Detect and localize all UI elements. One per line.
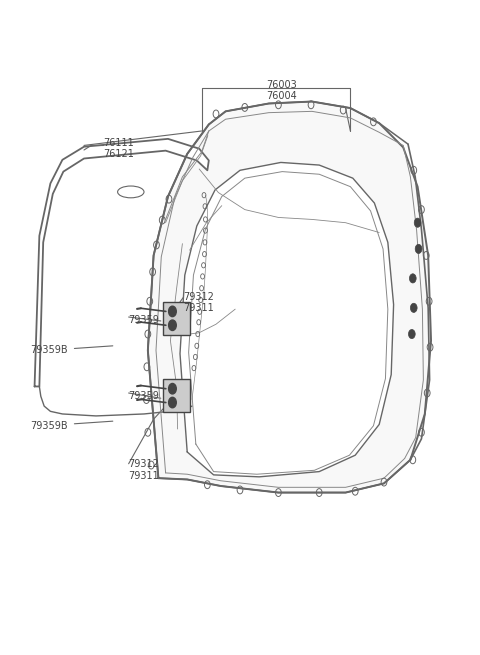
Polygon shape — [180, 162, 394, 477]
Circle shape — [409, 274, 416, 283]
Ellipse shape — [118, 186, 144, 198]
Text: 79359B: 79359B — [30, 345, 67, 355]
Circle shape — [168, 398, 176, 408]
Circle shape — [168, 383, 176, 394]
Circle shape — [414, 218, 421, 227]
Text: 79359B: 79359B — [30, 421, 67, 431]
Circle shape — [168, 306, 176, 316]
FancyBboxPatch shape — [163, 379, 190, 412]
FancyBboxPatch shape — [163, 302, 190, 335]
Text: 79312
79311: 79312 79311 — [129, 460, 159, 481]
Circle shape — [415, 244, 422, 253]
Text: 79359: 79359 — [129, 391, 159, 402]
Polygon shape — [35, 139, 209, 386]
Text: 76003
76004: 76003 76004 — [266, 80, 297, 101]
Text: 79312
79311: 79312 79311 — [183, 292, 214, 313]
Polygon shape — [148, 102, 431, 493]
Circle shape — [168, 320, 176, 331]
Circle shape — [410, 303, 417, 312]
Circle shape — [408, 329, 415, 339]
Text: 76111
76121: 76111 76121 — [103, 138, 134, 159]
Text: 79359: 79359 — [129, 314, 159, 325]
